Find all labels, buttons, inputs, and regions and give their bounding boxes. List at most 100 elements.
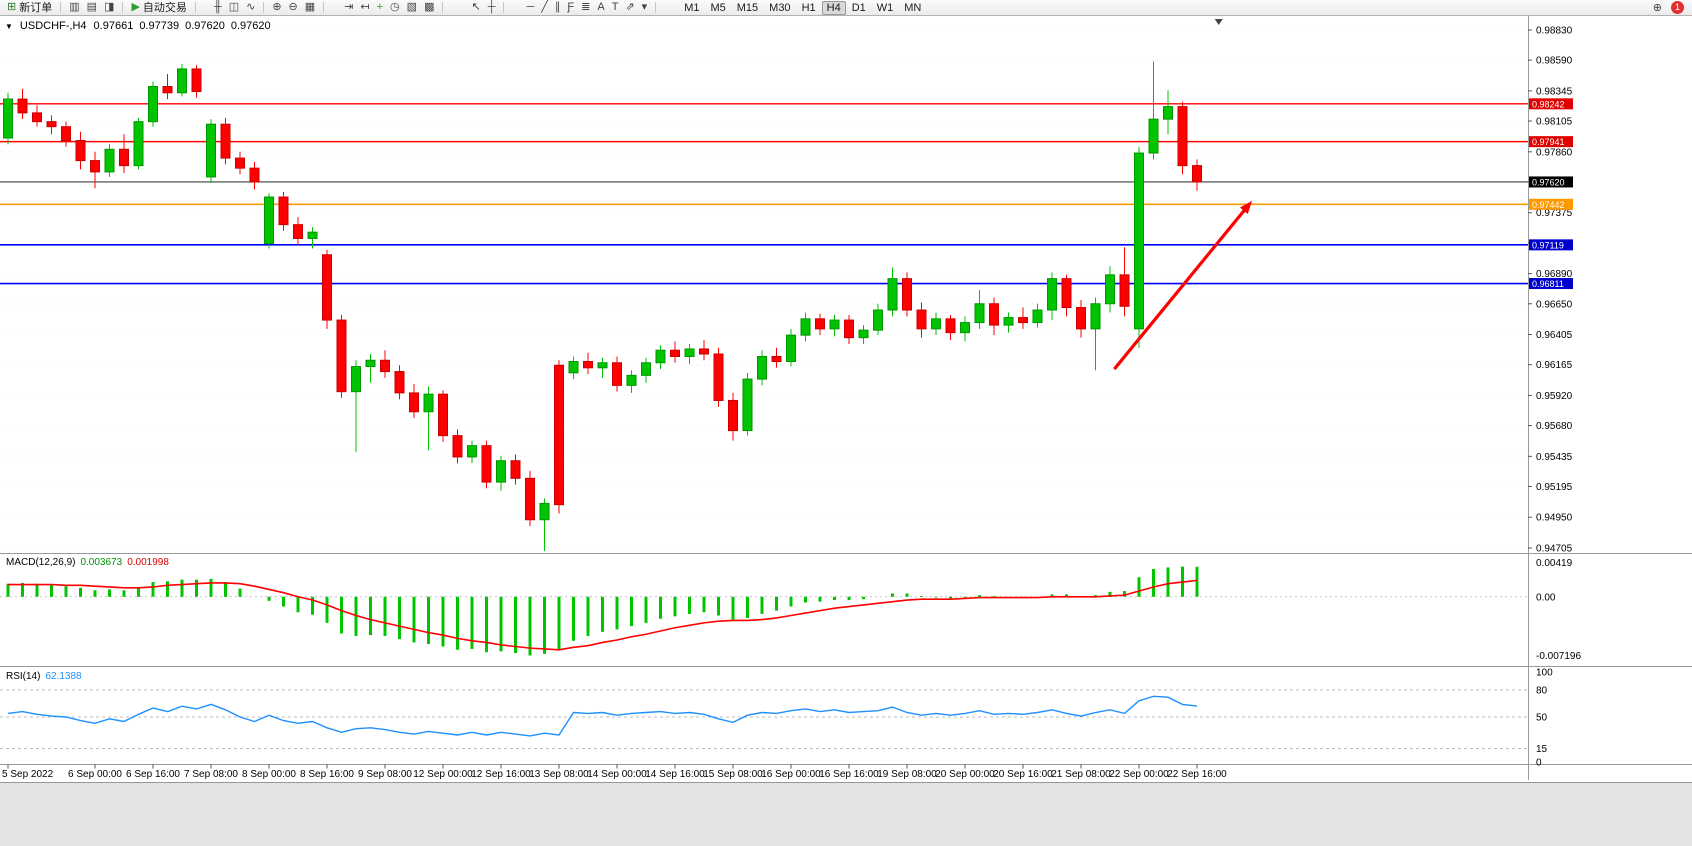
arrows-dropdown-icon[interactable]: ▾ (639, 1, 651, 15)
time-tick-label: 8 Sep 16:00 (300, 769, 354, 780)
candle-body (336, 319, 347, 393)
price-tick-label: 0.94705 (1536, 544, 1573, 555)
toolbar-separator (122, 2, 124, 13)
candle-body (293, 224, 303, 239)
candle-body (380, 359, 390, 373)
toolbar-group-trade: ⊞ 新订单 (4, 1, 55, 15)
macd-signal-line (8, 579, 1198, 651)
trendline-icon[interactable]: ╱ (538, 1, 551, 15)
candle-body (757, 355, 767, 380)
candle-body (452, 435, 463, 458)
hline-icon-glyph: ─ (526, 1, 535, 13)
candle-body (104, 148, 115, 173)
zoom-in-icon[interactable]: ⊕ (269, 1, 284, 15)
price-tick-label: 0.94950 (1536, 513, 1573, 524)
chart-symbol-label: USDCHF-,H4 (19, 20, 87, 32)
tf-m15-button[interactable]: M15 (732, 1, 763, 15)
toolbar-right: ⊕ 1 (1650, 1, 1688, 15)
new-order-glyph: ⊞ (7, 1, 17, 13)
data-window-icon[interactable]: ▤ (84, 1, 100, 15)
trend-arrow-head[interactable] (1239, 200, 1253, 215)
fibonacci-icon[interactable]: Ƒ (564, 1, 577, 15)
candle-body (133, 121, 144, 167)
text-icon[interactable]: A (594, 1, 607, 15)
hline-icon[interactable]: ─ (523, 1, 537, 15)
candle-body (148, 86, 158, 123)
macd-signal-value: 0.001998 (127, 557, 169, 568)
candle-body (800, 318, 811, 336)
autotrade-button[interactable]: ▶ 自动交易 (128, 1, 189, 15)
bar-chart-icon[interactable]: ╫ (211, 1, 225, 15)
candle-body (1148, 118, 1159, 154)
channel-icon[interactable]: ∥ (552, 1, 564, 15)
macd-scale-label: -0.007196 (1536, 651, 1581, 662)
trendline-icon-glyph: ╱ (541, 1, 548, 13)
tf-w1-button[interactable]: W1 (872, 1, 899, 15)
chart-canvas[interactable]: 0.98830 0.98590 0.98345 0.98105 0.97860 0.976… (0, 16, 1692, 782)
ohlc-values: 0.97661 0.97739 0.97620 0.97620 (94, 20, 271, 32)
candle-body (960, 322, 970, 334)
toolbar-separator (503, 2, 505, 13)
template-icon[interactable]: ▧ (404, 1, 420, 15)
tile-windows-icon[interactable]: ▦ (302, 1, 318, 15)
price-badge-label: 0.98242 (1532, 99, 1565, 109)
crosshair-icon[interactable]: ┼ (485, 1, 499, 15)
tf-m5-button[interactable]: M5 (705, 1, 730, 15)
candlestick-chart-icon[interactable]: ◫ (226, 1, 242, 15)
charts-icon-glyph: ▥ (69, 1, 80, 13)
candle-body (1047, 278, 1057, 311)
tf-m30-button[interactable]: M30 (764, 1, 795, 15)
shift-chart-icon[interactable]: ⇥ (341, 1, 356, 15)
cursor-icon-glyph: ↖ (471, 1, 481, 13)
price-tick-label: 0.95195 (1536, 482, 1573, 493)
tf-mn-button-label: MN (904, 1, 922, 14)
macd-label: MACD(12,26,9) 0.003673 0.001998 (6, 557, 169, 568)
properties-icon[interactable]: ▩ (421, 1, 437, 15)
candle-body (307, 231, 318, 239)
cursor-icon[interactable]: ↖ (468, 1, 483, 15)
line-chart-icon[interactable]: ∿ (243, 1, 258, 15)
time-tick-label: 22 Sep 16:00 (1167, 769, 1227, 780)
time-tick-label: 19 Sep 08:00 (877, 769, 937, 780)
add-indicator-icon-glyph: + (376, 1, 384, 13)
price-badge-0.97620 (1529, 176, 1573, 188)
candle-body (699, 348, 709, 355)
new-order-button[interactable]: ⊞ 新订单 (4, 1, 55, 15)
time-axis[interactable]: 5 Sep 2022 6 Sep 00:00 6 Sep 16:00 7 Sep 08… (2, 764, 1227, 781)
chart-title: ▼ USDCHF-,H4 0.97661 0.97739 0.97620 0.9… (5, 20, 271, 32)
chart-menu-icon[interactable]: ▼ (5, 21, 13, 31)
candle-body (32, 112, 42, 123)
auto-scroll-icon[interactable]: ↤ (357, 1, 372, 15)
candle-body (438, 393, 448, 437)
market-watch-icon[interactable]: ◨ (101, 1, 117, 15)
candle-body (742, 378, 753, 432)
tf-h4-button[interactable]: H4 (821, 0, 846, 15)
toolbar-separator (194, 2, 196, 13)
price-tick-label: 0.95680 (1536, 421, 1573, 432)
add-indicator-icon[interactable]: + (374, 1, 386, 15)
search-icon[interactable]: ⊕ (1652, 1, 1662, 14)
zoom-out-icon[interactable]: ⊖ (286, 1, 301, 15)
charts-icon[interactable]: ▥ (66, 1, 82, 15)
candle-body (641, 362, 651, 376)
tf-mn-button[interactable]: MN (899, 1, 926, 15)
text-icon-glyph: A (597, 1, 605, 13)
grid-icon[interactable]: ≣ (578, 1, 593, 15)
candle-body (858, 329, 869, 339)
label-icon[interactable]: T (609, 1, 622, 15)
candle-body (728, 399, 738, 432)
toolbar-separator (323, 2, 325, 13)
price-tick-label: 0.98105 (1536, 117, 1573, 128)
period-icon[interactable]: ◷ (387, 1, 403, 15)
arrows-icon[interactable]: ⇗ (622, 1, 637, 15)
autotrade-glyph: ▶ (131, 1, 140, 13)
tf-d1-button[interactable]: D1 (847, 1, 871, 15)
trend-arrow-line[interactable] (1113, 205, 1249, 371)
autotrade-button-label: 自动交易 (142, 1, 187, 14)
tf-m1-button[interactable]: M1 (679, 1, 704, 15)
notification-badge[interactable]: 1 (1671, 1, 1684, 14)
auto-scroll-icon-glyph: ↤ (360, 1, 370, 13)
toolbar-group-chart-type: ╫ ◫ ∿ (211, 1, 258, 15)
tf-w1-button-label: W1 (876, 1, 894, 14)
tf-h1-button[interactable]: H1 (797, 1, 821, 15)
